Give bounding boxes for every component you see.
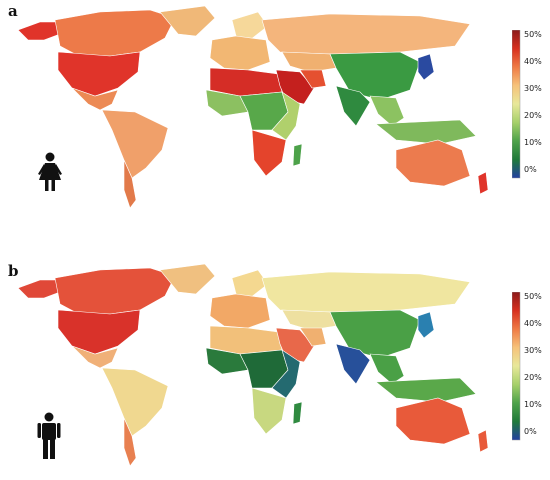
- region-central-america: [71, 345, 119, 369]
- region-iran: [299, 327, 327, 347]
- map-regions: [17, 263, 489, 467]
- region-australia: [395, 139, 471, 187]
- color-legend: 50% 40% 30% 20% 10% 0%: [512, 30, 550, 180]
- region-russia: [261, 13, 471, 55]
- region-china: [329, 309, 421, 359]
- legend-colorbar: [512, 30, 521, 179]
- region-central-asia: [281, 51, 337, 73]
- legend-tick-label: 0%: [524, 165, 537, 174]
- panel-letter: a: [8, 2, 18, 20]
- region-south-america: [101, 109, 169, 179]
- region-central-asia: [281, 309, 337, 331]
- panel-letter: b: [8, 262, 19, 280]
- male-icon: [37, 412, 61, 459]
- panel-b: b 50% 40% 30% 20% 10% 0%: [0, 240, 550, 480]
- region-canada: [54, 9, 176, 57]
- region-alaska: [17, 21, 63, 41]
- legend-tick-label: 20%: [524, 111, 542, 120]
- region-scandinavia: [231, 11, 269, 41]
- region-south-africa: [251, 129, 287, 177]
- region-madagascar: [292, 143, 303, 167]
- legend-colorbar: [512, 292, 521, 441]
- region-new-zealand: [477, 429, 489, 453]
- region-indonesia: [375, 377, 477, 403]
- world-map-male: [17, 263, 489, 467]
- region-alaska: [17, 279, 63, 299]
- female-icon: [38, 152, 62, 191]
- legend-tick-label: 10%: [524, 138, 542, 147]
- legend-tick-label: 40%: [524, 57, 542, 66]
- panel-a: a 50% 40% 30% 20% 10% 0%: [8, 2, 550, 209]
- region-north-america: [57, 309, 141, 355]
- region-australia: [395, 397, 471, 445]
- region-south-africa: [251, 387, 287, 435]
- region-japan: [417, 311, 435, 339]
- region-south-america: [101, 367, 169, 437]
- legend-tick-label: 50%: [524, 292, 542, 301]
- region-india: [335, 343, 371, 385]
- region-iran: [299, 69, 327, 89]
- region-se-asia: [369, 95, 405, 127]
- region-greenland: [159, 263, 216, 295]
- region-north-africa: [209, 67, 283, 97]
- region-europe: [209, 293, 271, 329]
- region-north-africa: [209, 325, 283, 355]
- region-north-america: [57, 51, 141, 97]
- legend-tick-label: 30%: [524, 84, 542, 93]
- legend-tick-label: 50%: [524, 30, 542, 39]
- world-map-female: [17, 5, 489, 209]
- region-japan: [417, 53, 435, 81]
- legend-tick-label: 30%: [524, 346, 542, 355]
- region-russia: [261, 271, 471, 313]
- region-canada: [54, 267, 176, 315]
- region-west-africa: [205, 347, 249, 375]
- region-indonesia: [375, 119, 477, 145]
- map-regions: [17, 5, 489, 209]
- region-scandinavia: [231, 269, 269, 299]
- legend-tick-label: 40%: [524, 319, 542, 328]
- legend-tick-label: 20%: [524, 373, 542, 382]
- color-legend: 50% 40% 30% 20% 10% 0%: [512, 292, 550, 442]
- legend-tick-label: 0%: [524, 427, 537, 436]
- region-patagonia: [123, 417, 137, 467]
- region-india: [335, 85, 371, 127]
- legend-tick-label: 10%: [524, 400, 542, 409]
- region-madagascar: [292, 401, 303, 425]
- region-se-asia: [369, 353, 405, 385]
- region-central-america: [71, 87, 119, 111]
- region-china: [329, 51, 421, 101]
- region-greenland: [159, 5, 216, 37]
- region-west-africa: [205, 89, 249, 117]
- region-patagonia: [123, 159, 137, 209]
- region-europe: [209, 35, 271, 71]
- region-new-zealand: [477, 171, 489, 195]
